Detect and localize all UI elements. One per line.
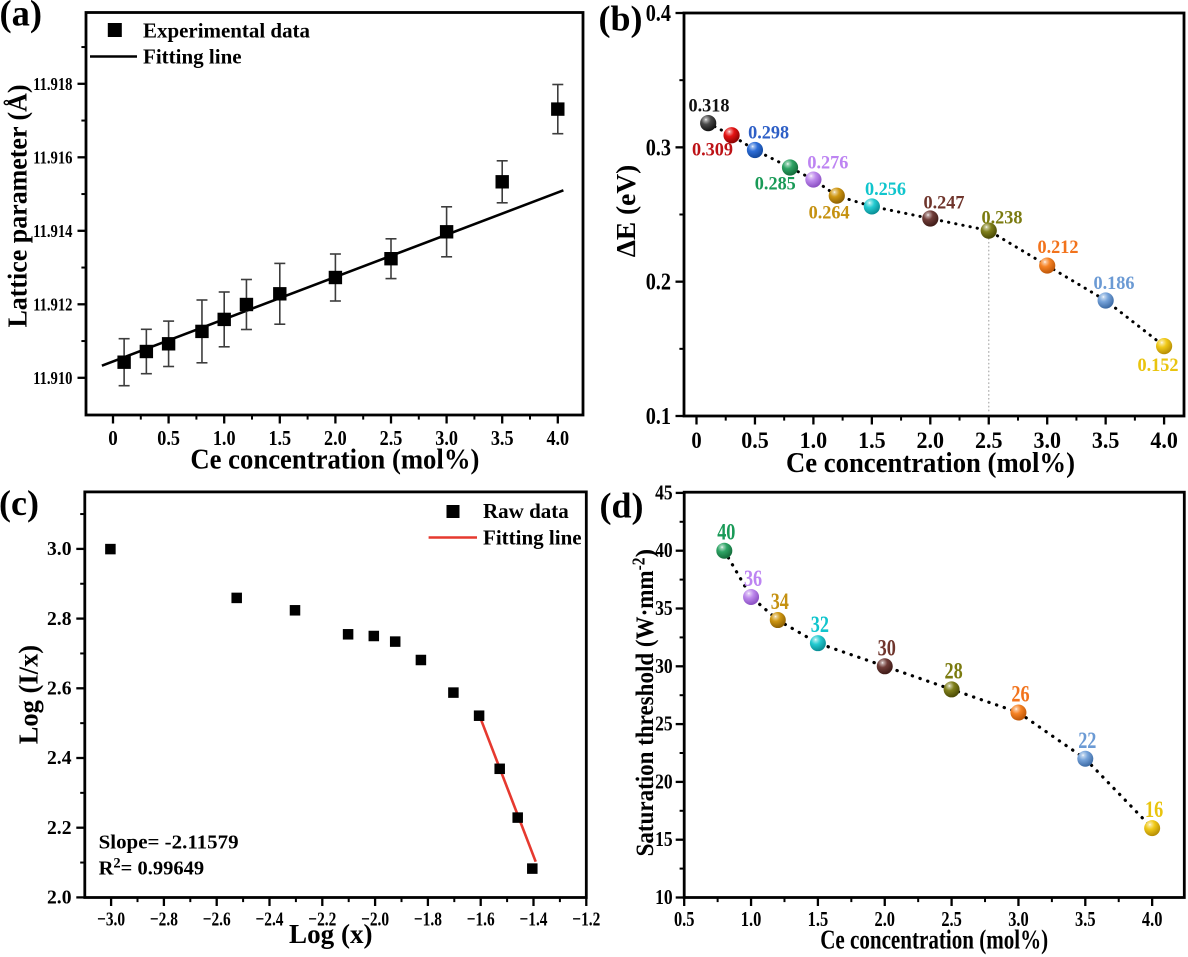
svg-text:2.0: 2.0: [47, 887, 72, 909]
svg-text:30: 30: [878, 635, 896, 660]
svg-text:ΔE (eV): ΔE (eV): [610, 165, 641, 258]
svg-text:0.152: 0.152: [1138, 355, 1179, 376]
svg-text:2.0: 2.0: [875, 907, 896, 931]
svg-text:3.5: 3.5: [1075, 907, 1096, 931]
svg-text:2.5: 2.5: [975, 428, 1003, 453]
svg-text:Ce concentration (mol%): Ce concentration (mol%): [786, 448, 1075, 479]
svg-text:2.4: 2.4: [47, 747, 72, 769]
svg-text:-2: -2: [629, 557, 649, 570]
svg-text:0.2: 0.2: [646, 270, 671, 296]
svg-text:0.5: 0.5: [674, 907, 695, 931]
svg-text:Log (x): Log (x): [289, 919, 373, 949]
svg-text:11.912: 11.912: [33, 294, 72, 314]
svg-text:0.256: 0.256: [865, 179, 906, 200]
svg-text:0: 0: [108, 426, 118, 450]
svg-text:30: 30: [655, 654, 673, 678]
svg-text:Ce concentration (mol%): Ce concentration (mol%): [190, 445, 479, 476]
svg-text:0.3: 0.3: [646, 135, 671, 161]
svg-text:0.318: 0.318: [689, 96, 730, 117]
svg-text:36: 36: [744, 566, 762, 591]
svg-text:3.0: 3.0: [1033, 428, 1061, 453]
svg-text:11.910: 11.910: [33, 368, 72, 388]
svg-text:−1.8: −1.8: [414, 909, 442, 931]
svg-text:Log (I/x): Log (I/x): [14, 645, 44, 744]
svg-text:Experimental data: Experimental data: [143, 19, 310, 43]
svg-text:11.918: 11.918: [33, 74, 72, 94]
svg-text:−3.0: −3.0: [97, 909, 125, 931]
svg-text:(a): (a): [0, 0, 42, 34]
svg-text:11.916: 11.916: [33, 147, 72, 167]
svg-text:16: 16: [1145, 797, 1163, 822]
svg-text:1.5: 1.5: [858, 428, 886, 453]
svg-text:1.0: 1.0: [213, 426, 236, 450]
svg-text:40: 40: [717, 520, 735, 545]
svg-text:10: 10: [655, 885, 673, 909]
svg-text:0.264: 0.264: [809, 203, 850, 224]
svg-text:3.5: 3.5: [1092, 428, 1120, 453]
svg-text:28: 28: [945, 658, 963, 683]
svg-text:2.5: 2.5: [941, 907, 962, 931]
svg-text:2.0: 2.0: [917, 428, 945, 453]
svg-text:3.0: 3.0: [435, 426, 458, 450]
svg-text:Raw data: Raw data: [483, 499, 569, 523]
svg-text:−1.2: −1.2: [572, 909, 600, 931]
svg-text:−2.0: −2.0: [361, 909, 389, 931]
svg-text:1.5: 1.5: [268, 426, 291, 450]
svg-text:−1.4: −1.4: [520, 909, 548, 931]
svg-text:0.186: 0.186: [1094, 273, 1135, 294]
svg-text:(d): (d): [600, 486, 644, 526]
svg-text:0.298: 0.298: [748, 123, 789, 144]
svg-text:2.0: 2.0: [324, 426, 347, 450]
svg-text:3.0: 3.0: [1008, 907, 1029, 931]
svg-text:0.212: 0.212: [1038, 237, 1079, 258]
svg-text:20: 20: [655, 769, 673, 793]
svg-text:(b): (b): [599, 0, 643, 39]
svg-text:0.1: 0.1: [646, 404, 671, 430]
svg-text:34: 34: [771, 589, 790, 614]
svg-text:40: 40: [655, 538, 673, 562]
svg-text:−2.8: −2.8: [150, 909, 178, 931]
svg-text:0.285: 0.285: [755, 174, 796, 195]
svg-text:0.309: 0.309: [692, 139, 733, 160]
svg-text:1.0: 1.0: [741, 907, 762, 931]
svg-text:2.8: 2.8: [47, 608, 72, 630]
svg-text:35: 35: [655, 596, 673, 620]
svg-text:2.6: 2.6: [47, 678, 72, 700]
svg-text:4.0: 4.0: [546, 426, 569, 450]
svg-text:4.0: 4.0: [1142, 907, 1163, 931]
svg-text:Fitting line: Fitting line: [143, 45, 242, 69]
svg-text:22: 22: [1078, 728, 1096, 753]
svg-text:Fitting line: Fitting line: [483, 526, 582, 550]
svg-text:(c): (c): [0, 483, 39, 523]
svg-text:Ce concentration (mol%): Ce concentration (mol%): [820, 924, 1048, 955]
svg-text:32: 32: [811, 612, 829, 637]
svg-text:0.247: 0.247: [924, 193, 965, 214]
svg-text:Lattice parameter (Å): Lattice parameter (Å): [3, 85, 33, 328]
svg-text:0: 0: [691, 428, 701, 453]
svg-text:45: 45: [655, 480, 673, 504]
svg-text:0.5: 0.5: [157, 426, 180, 450]
svg-text:4.0: 4.0: [1150, 428, 1178, 453]
svg-text:0.276: 0.276: [807, 152, 848, 173]
svg-text:2.5: 2.5: [380, 426, 403, 450]
svg-text:2.2: 2.2: [47, 817, 72, 839]
svg-text:Slope= -2.11579: Slope= -2.11579: [99, 832, 239, 854]
svg-text:15: 15: [655, 827, 673, 851]
svg-text:−2.6: −2.6: [203, 909, 231, 931]
svg-text:3.5: 3.5: [491, 426, 514, 450]
svg-text:26: 26: [1011, 682, 1029, 707]
svg-text:25: 25: [655, 712, 673, 736]
svg-text:−2.2: −2.2: [308, 909, 336, 931]
svg-text:): ): [630, 549, 659, 558]
svg-text:3.0: 3.0: [47, 538, 72, 560]
svg-text:0.238: 0.238: [982, 208, 1023, 229]
svg-text:0.4: 0.4: [646, 1, 671, 27]
svg-text:−1.6: −1.6: [467, 909, 495, 931]
svg-text:1.5: 1.5: [808, 907, 829, 931]
svg-text:Saturation threshold (W·mm: Saturation threshold (W·mm: [630, 570, 659, 856]
svg-text:1.0: 1.0: [800, 428, 828, 453]
svg-text:0.5: 0.5: [741, 428, 769, 453]
svg-text:11.914: 11.914: [33, 221, 72, 241]
svg-text:−2.4: −2.4: [256, 909, 284, 931]
